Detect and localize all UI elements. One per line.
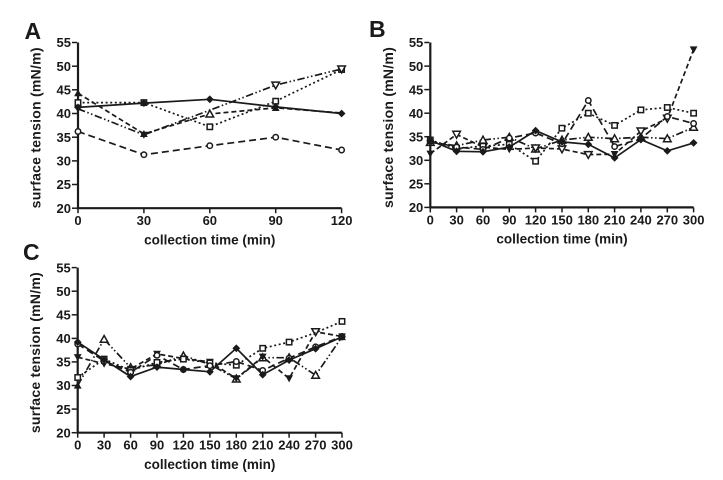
svg-text:150: 150 xyxy=(551,212,573,227)
svg-text:0: 0 xyxy=(74,213,81,228)
svg-text:300: 300 xyxy=(683,212,705,227)
svg-text:45: 45 xyxy=(409,82,423,97)
svg-text:90: 90 xyxy=(502,212,516,227)
svg-text:270: 270 xyxy=(305,438,327,453)
svg-text:180: 180 xyxy=(225,438,247,453)
svg-text:45: 45 xyxy=(56,308,70,323)
svg-text:surface tension (mN/m): surface tension (mN/m) xyxy=(28,47,44,208)
svg-text:surface tension (mN/m): surface tension (mN/m) xyxy=(380,47,396,208)
svg-text:240: 240 xyxy=(278,438,300,453)
svg-text:55: 55 xyxy=(409,35,423,50)
svg-text:90: 90 xyxy=(150,438,164,453)
svg-text:240: 240 xyxy=(630,212,652,227)
svg-text:30: 30 xyxy=(56,378,70,393)
svg-text:0: 0 xyxy=(74,438,81,453)
svg-text:300: 300 xyxy=(331,438,353,453)
svg-text:20: 20 xyxy=(56,425,70,440)
svg-text:20: 20 xyxy=(57,201,71,216)
svg-text:45: 45 xyxy=(57,83,71,98)
svg-text:180: 180 xyxy=(577,212,599,227)
svg-text:collection time (min): collection time (min) xyxy=(144,457,275,472)
svg-text:25: 25 xyxy=(409,177,423,192)
svg-text:40: 40 xyxy=(409,106,423,121)
svg-text:B: B xyxy=(369,16,386,42)
svg-text:270: 270 xyxy=(656,212,678,227)
svg-text:40: 40 xyxy=(57,106,71,121)
svg-text:35: 35 xyxy=(57,130,71,145)
svg-text:50: 50 xyxy=(56,284,70,299)
svg-text:0: 0 xyxy=(427,212,434,227)
svg-text:20: 20 xyxy=(409,200,423,215)
svg-text:30: 30 xyxy=(57,154,71,169)
svg-text:50: 50 xyxy=(409,59,423,74)
svg-text:25: 25 xyxy=(57,177,71,192)
svg-text:collection time (min): collection time (min) xyxy=(496,232,627,247)
svg-text:210: 210 xyxy=(604,212,626,227)
svg-text:60: 60 xyxy=(123,438,137,453)
svg-text:120: 120 xyxy=(173,438,195,453)
svg-text:210: 210 xyxy=(252,438,274,453)
svg-text:40: 40 xyxy=(56,331,70,346)
svg-text:surface tension (mN/m): surface tension (mN/m) xyxy=(27,272,43,433)
svg-text:90: 90 xyxy=(268,213,282,228)
svg-text:50: 50 xyxy=(57,59,71,74)
svg-text:30: 30 xyxy=(409,153,423,168)
svg-text:120: 120 xyxy=(525,212,547,227)
svg-text:30: 30 xyxy=(137,213,151,228)
svg-text:150: 150 xyxy=(199,438,221,453)
svg-text:60: 60 xyxy=(476,212,490,227)
svg-text:A: A xyxy=(25,18,42,44)
svg-text:120: 120 xyxy=(331,213,353,228)
svg-text:25: 25 xyxy=(56,402,70,417)
svg-text:35: 35 xyxy=(56,355,70,370)
svg-text:collection time (min): collection time (min) xyxy=(144,232,275,247)
svg-text:30: 30 xyxy=(449,212,463,227)
svg-text:C: C xyxy=(23,239,40,265)
svg-text:60: 60 xyxy=(203,213,217,228)
svg-text:55: 55 xyxy=(57,35,71,50)
svg-text:35: 35 xyxy=(409,129,423,144)
svg-text:30: 30 xyxy=(97,438,111,453)
svg-text:55: 55 xyxy=(56,260,70,275)
